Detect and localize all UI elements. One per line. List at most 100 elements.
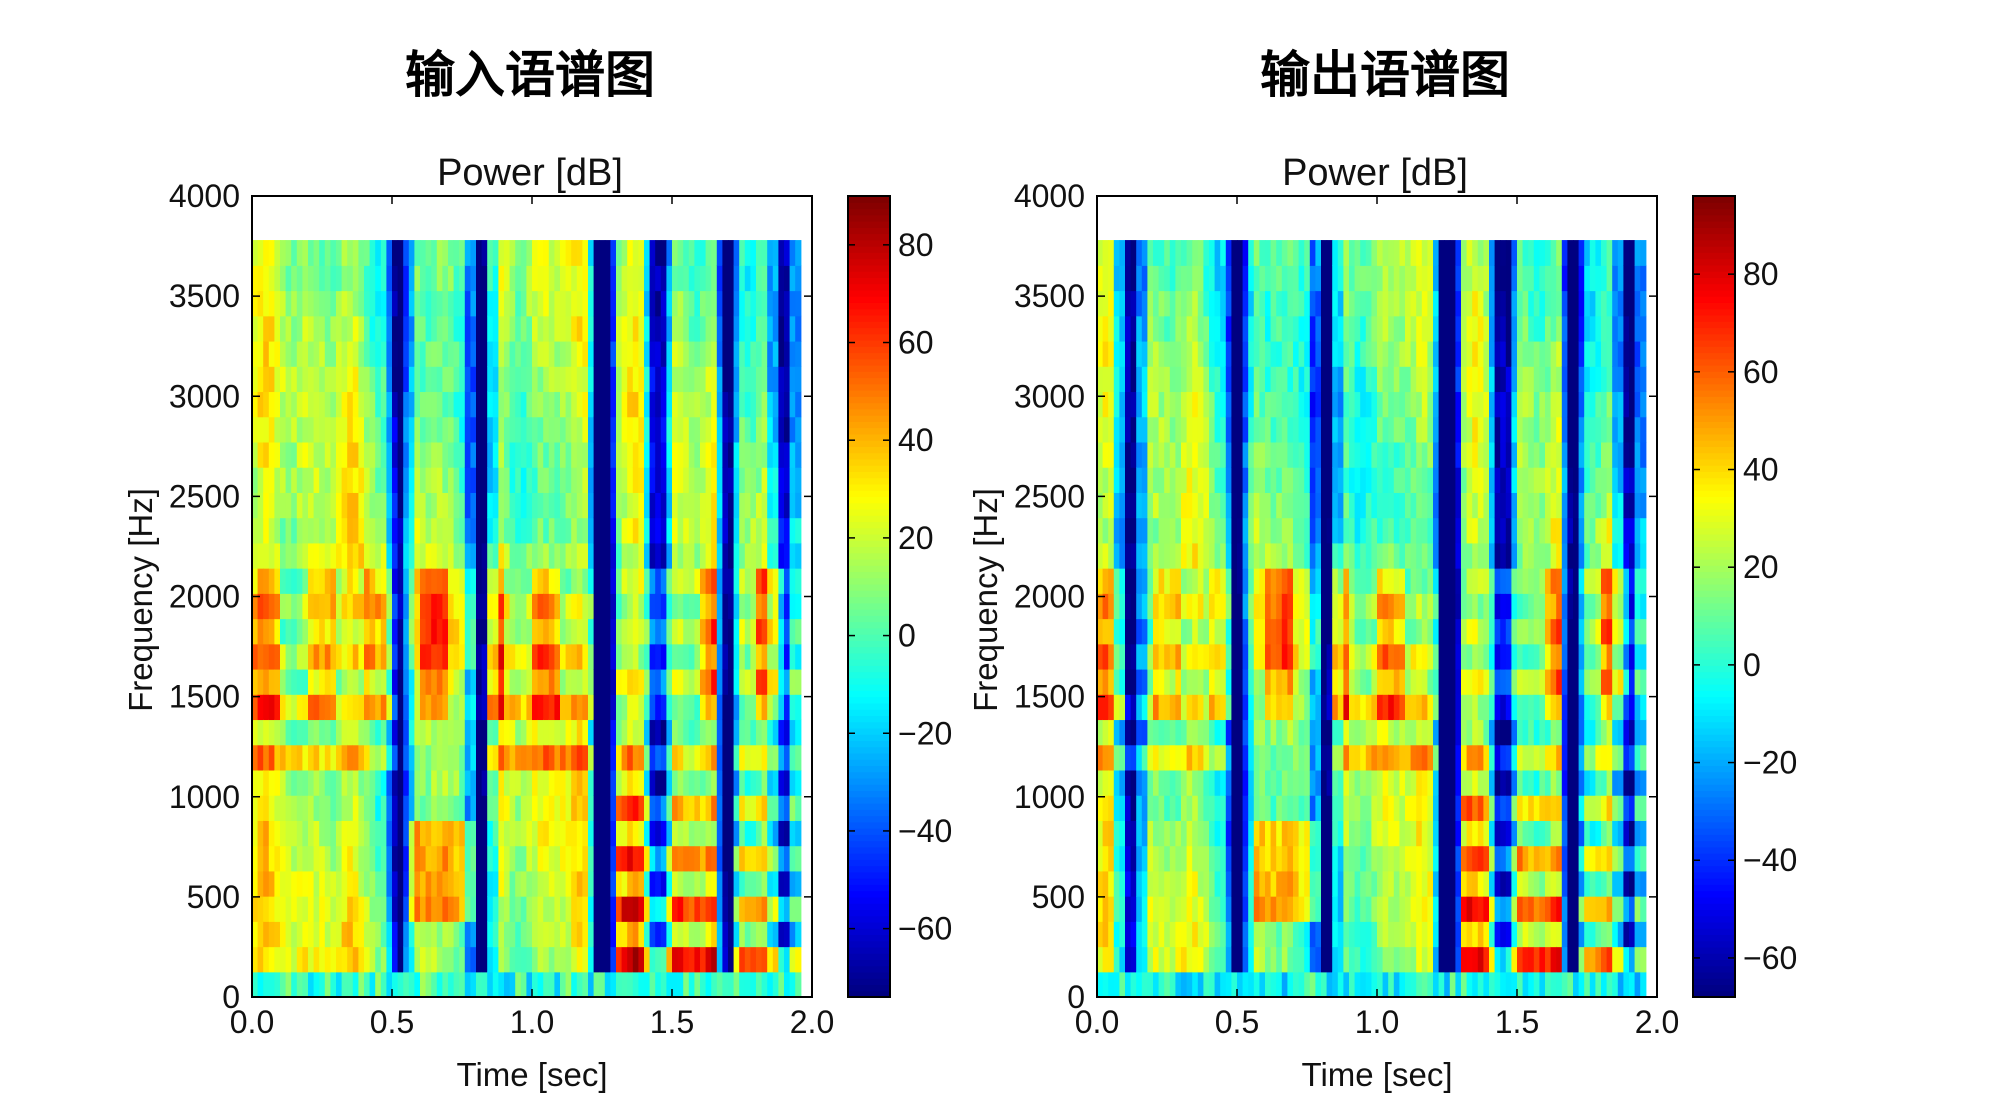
heatmap-cell: [1388, 240, 1395, 266]
heatmap-cell: [543, 467, 550, 493]
heatmap-cell: [274, 366, 281, 393]
heatmap-cell: [1253, 769, 1260, 796]
heatmap-cell: [481, 391, 488, 418]
heatmap-cell: [352, 467, 359, 493]
heatmap-cell: [425, 870, 432, 897]
heatmap-cell: [560, 694, 567, 721]
heatmap-cell: [604, 896, 611, 922]
heatmap-cell: [436, 340, 443, 367]
heatmap-cell: [565, 820, 572, 847]
heatmap-cell: [1343, 441, 1350, 468]
heatmap-cell: [403, 896, 410, 922]
heatmap-cell: [627, 643, 634, 670]
heatmap-cell: [319, 946, 326, 973]
heatmap-cell: [1382, 366, 1389, 393]
heatmap-cell: [1421, 946, 1428, 973]
heatmap-cell: [1393, 340, 1400, 367]
heatmap-cell: [1147, 492, 1154, 519]
heatmap-cell: [1410, 366, 1417, 393]
heatmap-cell: [739, 240, 746, 266]
heatmap-cell: [1326, 315, 1333, 342]
heatmap-cell: [425, 290, 432, 317]
heatmap-cell: [1225, 290, 1232, 317]
heatmap-cell: [616, 668, 623, 695]
y-tick-label: 3000: [169, 378, 240, 414]
heatmap-cell: [442, 290, 449, 317]
heatmap-cell: [268, 870, 275, 897]
heatmap-cell: [688, 517, 695, 544]
heatmap-cell: [448, 416, 455, 443]
heatmap-cell: [352, 971, 359, 998]
heatmap-cell: [1265, 593, 1272, 620]
heatmap-cell: [1343, 542, 1350, 569]
heatmap-cell: [660, 896, 667, 922]
heatmap-cell: [1315, 921, 1322, 948]
heatmap-cell: [649, 542, 656, 569]
heatmap-cell: [784, 870, 791, 897]
heatmap-cell: [1287, 492, 1294, 519]
heatmap-cell: [291, 593, 298, 620]
heatmap-cell: [599, 340, 606, 367]
heatmap-cell: [632, 744, 639, 771]
heatmap-cell: [1337, 416, 1344, 443]
heatmap-cell: [1119, 744, 1126, 771]
heatmap-cell: [1225, 694, 1232, 721]
heatmap-cell: [560, 668, 567, 695]
heatmap-cell: [778, 618, 785, 645]
heatmap-cell: [1321, 391, 1328, 418]
heatmap-cell: [1265, 391, 1272, 418]
heatmap-cell: [1102, 517, 1109, 544]
heatmap-cell: [1203, 290, 1210, 317]
heatmap-cell: [403, 921, 410, 948]
heatmap-cell: [313, 744, 320, 771]
heatmap-cell: [795, 492, 802, 519]
heatmap-cell: [1337, 593, 1344, 620]
heatmap-cell: [341, 946, 348, 973]
heatmap-cell: [296, 265, 303, 292]
heatmap-cell: [1248, 265, 1255, 292]
heatmap-cell: [526, 896, 533, 922]
heatmap-cell: [1287, 366, 1294, 393]
heatmap-cell: [571, 391, 578, 418]
heatmap-cell: [285, 870, 292, 897]
heatmap-cell: [677, 315, 684, 342]
heatmap-cell: [778, 946, 785, 973]
heatmap-cell: [705, 517, 712, 544]
heatmap-cell: [543, 795, 550, 821]
colorbar-gradient-step: [848, 540, 890, 548]
heatmap-cell: [700, 391, 707, 418]
heatmap-cell: [705, 618, 712, 645]
heatmap-cell: [632, 694, 639, 721]
heatmap-cell: [263, 593, 270, 620]
heatmap-cell: [1119, 467, 1126, 493]
colorbar-gradient-step: [848, 421, 890, 429]
heatmap-cell: [263, 820, 270, 847]
heatmap-cell: [1141, 845, 1148, 872]
heatmap-cell: [700, 290, 707, 317]
heatmap-cell: [728, 795, 735, 821]
heatmap-cell: [448, 315, 455, 342]
heatmap-cell: [375, 643, 382, 670]
colorbar-gradient-step: [848, 702, 890, 710]
heatmap-cell: [672, 542, 679, 569]
heatmap-cell: [397, 921, 404, 948]
heatmap-cell: [1388, 643, 1395, 670]
heatmap-cell: [431, 668, 438, 695]
heatmap-cell: [554, 593, 561, 620]
heatmap-cell: [728, 820, 735, 847]
heatmap-cell: [1231, 290, 1238, 317]
heatmap-cell: [733, 921, 740, 948]
heatmap-cell: [313, 618, 320, 645]
heatmap-cell: [1175, 896, 1182, 922]
heatmap-cell: [778, 568, 785, 594]
heatmap-cell: [347, 946, 354, 973]
heatmap-cell: [481, 668, 488, 695]
heatmap-cell: [565, 315, 572, 342]
heatmap-cell: [347, 290, 354, 317]
heatmap-cell: [677, 593, 684, 620]
heatmap-cell: [1214, 366, 1221, 393]
heatmap-cell: [744, 315, 751, 342]
heatmap-cell: [571, 568, 578, 594]
heatmap-cell: [1377, 593, 1384, 620]
heatmap-cell: [1315, 870, 1322, 897]
